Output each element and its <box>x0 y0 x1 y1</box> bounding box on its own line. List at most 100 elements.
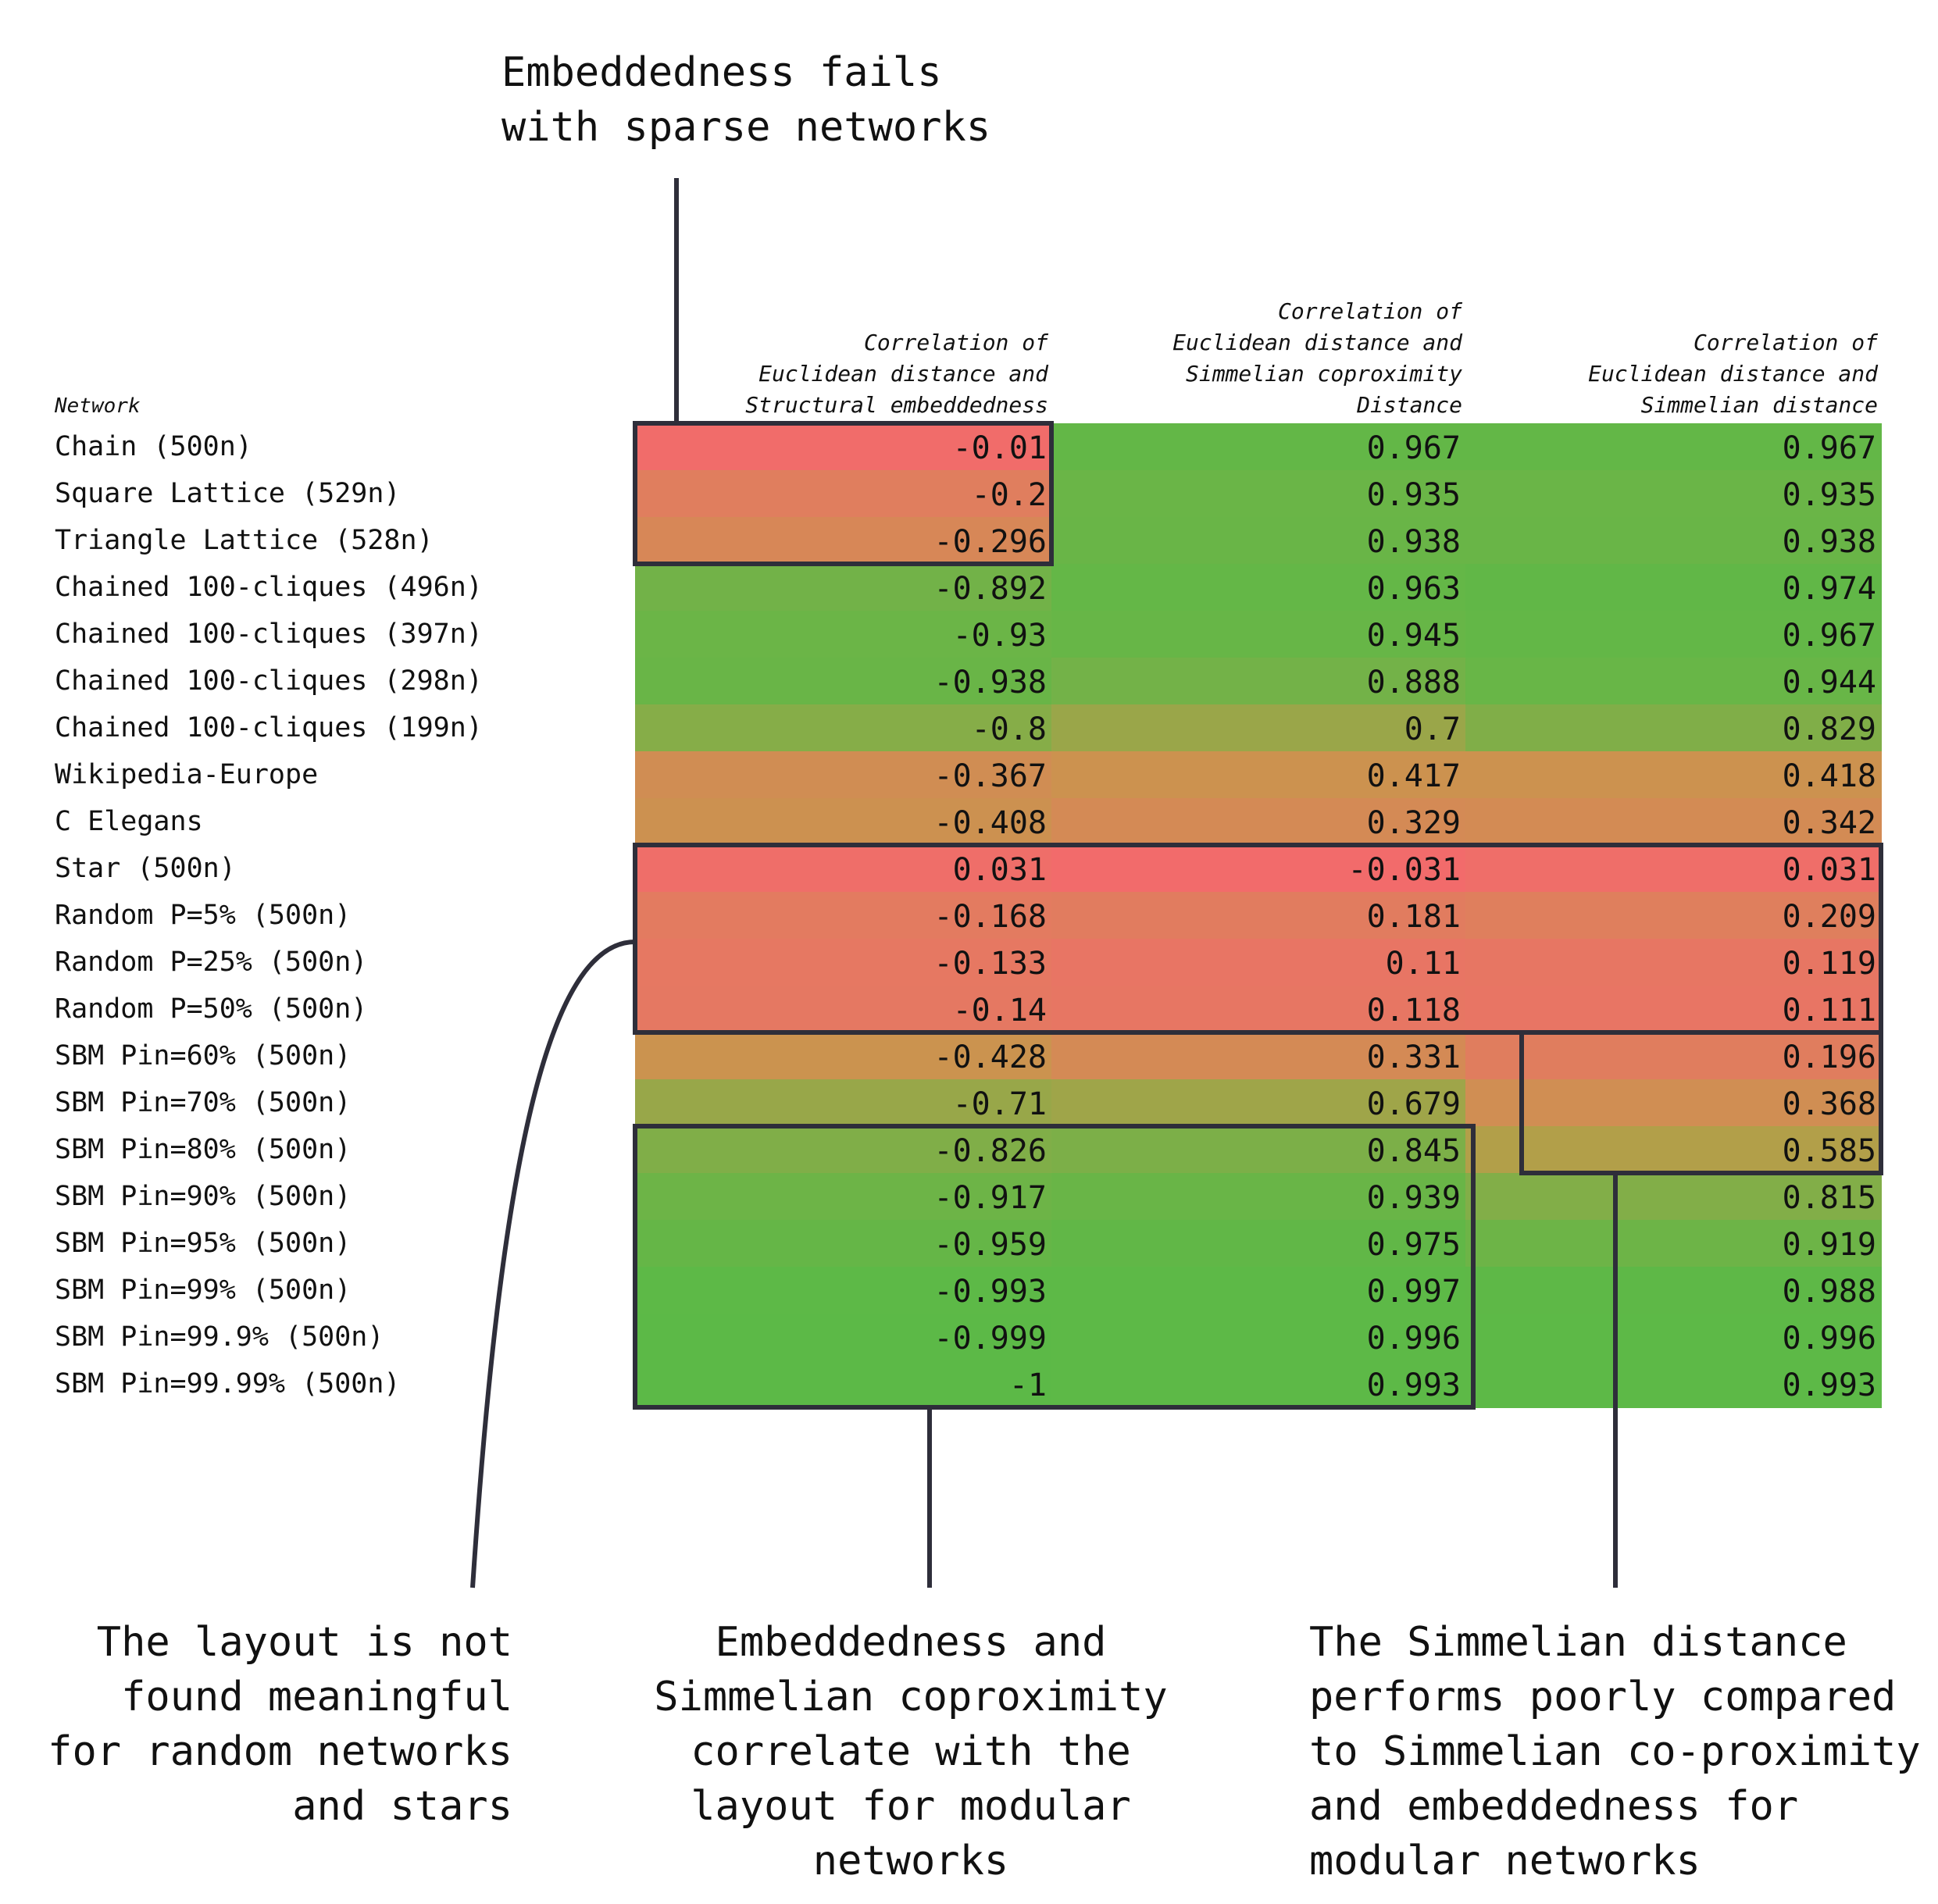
cell-value: 0.967 <box>1367 430 1461 466</box>
annotation-top-line: Embeddedness fails <box>501 49 942 96</box>
cell-value: 0.417 <box>1367 758 1461 794</box>
heatmap-cell <box>1051 1173 1466 1221</box>
highlight-box <box>633 843 1883 1035</box>
cell-value: 0.993 <box>1367 1367 1461 1403</box>
heatmap-cell <box>635 658 1052 705</box>
heatmap-cell <box>1465 939 1882 986</box>
cell-value: -0.917 <box>934 1180 1048 1216</box>
heatmap-cell <box>635 611 1052 658</box>
heatmap-cell <box>635 1032 1052 1080</box>
cell-value: -0.826 <box>934 1133 1048 1169</box>
heatmap-cell <box>1465 1079 1882 1127</box>
heatmap-cell <box>1051 751 1466 799</box>
annotation-bottom-left-line: and stars <box>292 1783 512 1830</box>
row-label: SBM Pin=95% (500n) <box>55 1228 351 1259</box>
heatmap-cell <box>635 1173 1052 1221</box>
cell-value: -0.938 <box>934 665 1048 701</box>
heatmap-cell <box>635 1314 1052 1361</box>
row-label: Random P=5% (500n) <box>55 900 351 931</box>
annotation-top-line: with sparse networks <box>501 104 990 151</box>
cell-value: -0.296 <box>934 524 1048 560</box>
heatmap-cell <box>635 845 1052 893</box>
heatmap-cell <box>1465 1314 1882 1361</box>
cell-value: -0.892 <box>934 571 1048 607</box>
cell-value: 0.829 <box>1783 711 1876 747</box>
column-header-line: Euclidean distance and <box>758 361 1049 387</box>
heatmap-cell <box>1465 564 1882 611</box>
annotation-bottom-right-line: performs poorly compared <box>1309 1674 1896 1720</box>
heatmap-cell <box>635 423 1052 471</box>
cell-value: -1 <box>1009 1367 1047 1403</box>
highlight-box <box>633 1124 1476 1410</box>
cell-value: -0.367 <box>934 758 1048 794</box>
cell-value: 0.888 <box>1367 665 1461 701</box>
annotation-bottom-center-line: Embeddedness and <box>716 1619 1107 1666</box>
cell-value: 0.974 <box>1783 571 1876 607</box>
heatmap-cell <box>635 1360 1052 1408</box>
heatmap-cell <box>635 751 1052 799</box>
row-label: Random P=25% (500n) <box>55 947 367 978</box>
cell-value: 0.181 <box>1367 899 1461 935</box>
cell-value: 0.331 <box>1367 1039 1461 1075</box>
heatmap-cell <box>1051 845 1466 893</box>
row-label: Chain (500n) <box>55 431 252 462</box>
heatmap-cell <box>1465 1267 1882 1314</box>
cell-value: 0.031 <box>953 852 1047 888</box>
highlight-boxes <box>633 421 1883 1410</box>
heatmap-cell <box>1051 1220 1466 1268</box>
annotation-bottom-right-line: The Simmelian distance <box>1309 1619 1847 1666</box>
heatmap-cell <box>1465 845 1882 893</box>
row-label: SBM Pin=99% (500n) <box>55 1275 351 1306</box>
highlight-box <box>633 421 1054 566</box>
row-label: Chained 100-cliques (199n) <box>55 712 483 743</box>
heatmap-cell <box>1465 751 1882 799</box>
heatmap-cell <box>1465 892 1882 940</box>
cell-values: -0.01 0.967 0.967 -0.2 0.935 0.935 -0.296 0.938… <box>934 430 1877 1403</box>
cell-value: 0.988 <box>1783 1274 1876 1310</box>
cell-value: 0.679 <box>1367 1086 1461 1122</box>
cell-value: -0.01 <box>953 430 1047 466</box>
heatmap-cell <box>1051 1079 1466 1127</box>
annotation-bottom-center-line: correlate with the <box>691 1728 1131 1775</box>
cell-value: 0.111 <box>1783 993 1876 1029</box>
annotation-bottom-right-line: to Simmelian co-proximity <box>1309 1728 1921 1775</box>
cell-value: -0.93 <box>953 618 1047 654</box>
cell-value: -0.999 <box>934 1321 1048 1357</box>
heatmap-cell <box>635 517 1052 565</box>
cell-value: -0.428 <box>934 1039 1048 1075</box>
heatmap-cell <box>635 798 1052 846</box>
heatmap-cell <box>635 939 1052 986</box>
annotations: Embeddedness fails with sparse networks Th… <box>48 49 1921 1884</box>
column-header-line: Euclidean distance and <box>1172 330 1463 355</box>
heatmap-cell <box>1051 1360 1466 1408</box>
heatmap-cell <box>1051 611 1466 658</box>
cell-value: 0.935 <box>1367 477 1461 513</box>
heatmap-cell <box>1051 564 1466 611</box>
cell-value: -0.2 <box>972 477 1047 513</box>
heatmap-cell <box>1051 1126 1466 1174</box>
row-label: SBM Pin=60% (500n) <box>55 1040 351 1071</box>
cell-value: 0.945 <box>1367 618 1461 654</box>
annotation-bottom-left-line: The layout is not <box>97 1619 512 1666</box>
column-headers: Network Correlation of Euclidean distance … <box>54 298 1879 418</box>
cell-value: 0.209 <box>1783 899 1876 935</box>
cell-value: -0.168 <box>934 899 1048 935</box>
heatmap-cell <box>1465 517 1882 565</box>
row-label: SBM Pin=90% (500n) <box>55 1181 351 1212</box>
cell-value: 0.938 <box>1783 524 1876 560</box>
heatmap-cell <box>635 1079 1052 1127</box>
cell-value: 0.845 <box>1367 1133 1461 1169</box>
leader-line-left <box>470 940 636 1588</box>
column-header-line: Simmelian coproximity <box>1186 361 1462 387</box>
heatmap-cell <box>635 470 1052 518</box>
heatmap-cell <box>1051 1032 1466 1080</box>
cell-value: 0.997 <box>1367 1274 1461 1310</box>
cell-value: 0.119 <box>1783 946 1876 982</box>
cell-value: -0.133 <box>934 946 1048 982</box>
cell-value: 0.996 <box>1367 1321 1461 1357</box>
heatmap-cell <box>1465 423 1882 471</box>
cell-value: 0.919 <box>1783 1227 1876 1263</box>
heatmap-cell <box>635 986 1052 1033</box>
cell-value: 0.975 <box>1367 1227 1461 1263</box>
